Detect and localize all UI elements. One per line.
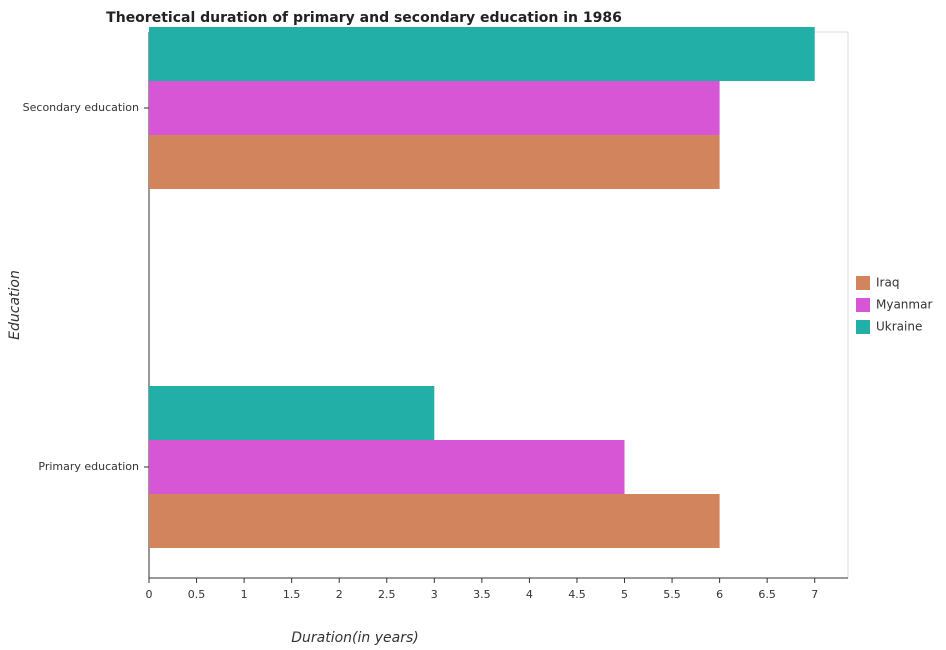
bar xyxy=(149,440,625,494)
legend-label: Myanmar xyxy=(876,298,932,312)
legend-swatch xyxy=(856,320,870,334)
bar xyxy=(149,27,815,81)
x-tick-label: 1 xyxy=(241,588,248,601)
x-tick-label: 3.5 xyxy=(473,588,491,601)
x-tick-label: 1.5 xyxy=(283,588,301,601)
x-tick-label: 4 xyxy=(526,588,533,601)
x-tick-label: 0.5 xyxy=(188,588,206,601)
x-tick-label: 6.5 xyxy=(758,588,776,601)
bar xyxy=(149,386,435,440)
bar xyxy=(149,135,720,189)
x-tick-label: 6 xyxy=(716,588,723,601)
bar xyxy=(149,81,720,135)
x-tick-label: 4.5 xyxy=(568,588,586,601)
chart-title: Theoretical duration of primary and seco… xyxy=(106,10,622,26)
x-tick-label: 0 xyxy=(146,588,153,601)
legend-label: Iraq xyxy=(876,276,899,290)
y-tick-label: Primary education xyxy=(38,460,139,473)
x-axis-title: Duration(in years) xyxy=(291,630,418,646)
x-tick-label: 2.5 xyxy=(378,588,396,601)
bar xyxy=(149,494,720,548)
x-tick-label: 3 xyxy=(431,588,438,601)
y-axis-title: Education xyxy=(7,270,23,340)
x-tick-label: 5 xyxy=(621,588,628,601)
legend-swatch xyxy=(856,298,870,312)
x-tick-label: 7 xyxy=(811,588,818,601)
x-tick-label: 2 xyxy=(336,588,343,601)
legend-label: Ukraine xyxy=(876,320,922,334)
x-tick-label: 5.5 xyxy=(663,588,681,601)
legend-swatch xyxy=(856,276,870,290)
y-tick-label: Secondary education xyxy=(23,101,139,114)
